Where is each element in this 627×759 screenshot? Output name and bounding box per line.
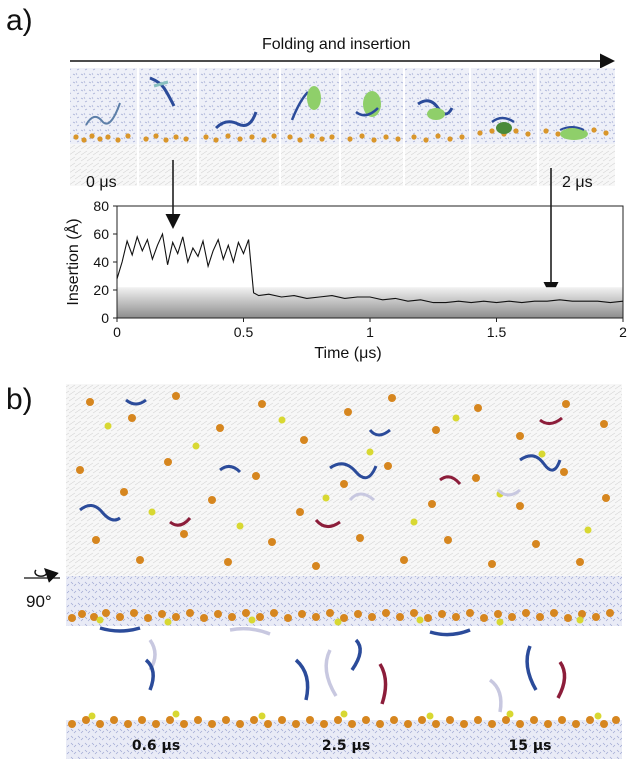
x-tick-label: 1 bbox=[366, 324, 374, 340]
x-axis-label: Time (μs) bbox=[314, 345, 381, 362]
panel-b-label: b) bbox=[6, 383, 33, 416]
panel-a-label: a) bbox=[6, 4, 33, 37]
snapshot-label-2: 2.5 μs bbox=[322, 738, 370, 754]
y-tick-label: 0 bbox=[101, 310, 109, 326]
snapshot-strip bbox=[70, 68, 615, 186]
snapshot-label-1: 0.6 μs bbox=[132, 738, 180, 754]
time-end-label: 2 μs bbox=[562, 174, 593, 191]
insertion-chart: 0 0.5 1 1.5 2 0 20 40 60 80 Time (μs) Insertion … bbox=[63, 198, 627, 362]
rotation-icon bbox=[24, 568, 60, 583]
x-tick-label: 0 bbox=[113, 324, 121, 340]
insertion-band bbox=[117, 287, 623, 318]
x-tick-label: 1.5 bbox=[487, 324, 507, 340]
y-tick-label: 80 bbox=[93, 198, 109, 214]
y-tick-label: 40 bbox=[93, 254, 109, 270]
snapshot-label-3: 15 μs bbox=[509, 738, 552, 754]
folding-insertion-title: Folding and insertion bbox=[262, 36, 411, 53]
x-tick-label: 0.5 bbox=[234, 324, 254, 340]
time-start-label: 0 μs bbox=[86, 174, 117, 191]
rotation-label: 90° bbox=[26, 592, 52, 611]
y-axis-label: Insertion (Å) bbox=[63, 218, 82, 305]
panel-b-image bbox=[66, 384, 622, 759]
insertion-line bbox=[116, 232, 624, 304]
y-tick-label: 60 bbox=[93, 226, 109, 242]
y-tick-label: 20 bbox=[93, 282, 109, 298]
x-tick-label: 2 bbox=[619, 324, 627, 340]
